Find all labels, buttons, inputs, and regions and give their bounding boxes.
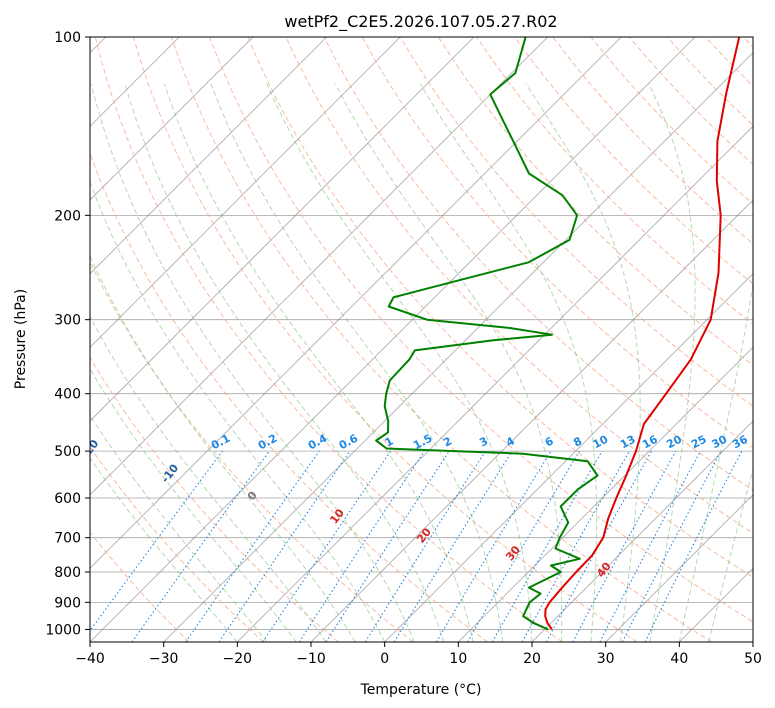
y-axis: 100 200 300 400 500 600 700 800 900 1000 [45,30,90,638]
mixing-ratio-line [325,450,450,642]
y-tick-label: 500 [54,444,81,460]
dry-adiabat-line [361,37,753,449]
mixing-ratio-label: 10 [591,432,611,451]
mixing-ratio-line [521,450,630,642]
x-axis-label: Temperature (°C) [360,682,482,698]
mixing-ratio-line [298,450,425,642]
isotherm-line [458,346,753,642]
mixing-ratio-label: 25 [689,433,709,452]
dry-adiabat-line [514,37,753,285]
mixing-ratio-line [185,450,320,642]
dry-adiabat-line [247,37,753,578]
mixing-ratio-label: 36 [730,433,750,452]
dry-adiabat-label: -20 [79,437,102,461]
moist-adiabat-line [525,83,641,642]
mixing-ratio-label: 16 [640,433,660,452]
moist-adiabat-line [163,83,474,642]
mixing-ratio-line [218,450,351,642]
dry-adiabat-line [90,356,339,642]
moist-adiabat-line [90,457,238,642]
moist-adiabat-line [419,83,598,642]
dry-adiabat-line [171,37,712,642]
y-tick-label: 1000 [45,622,81,638]
moist-adiabat-line [90,83,415,642]
isotherm-line [90,37,622,569]
mixing-ratio-line [644,450,743,642]
background-lines [90,37,753,642]
isotherm-line [237,125,753,642]
dry-adiabat-line [437,37,753,366]
moist-adiabat-line [334,83,563,642]
y-tick-label: 300 [54,313,81,329]
moist-adiabat-line [90,254,356,642]
x-tick-label: 50 [744,651,762,667]
isotherm-line [90,37,401,348]
moist-adiabat-line [124,83,445,642]
y-tick-label: 900 [54,595,81,611]
mixing-ratio-line [393,450,513,642]
y-tick-label: 400 [54,387,81,403]
chart-title: wetPf2_C2E5.2026.107.05.27.R02 [284,12,557,32]
mixing-ratio-line [131,450,270,642]
moist-adiabat-line [90,315,327,642]
x-tick-label: 30 [597,651,615,667]
dry-adiabat-line [209,37,753,623]
profile-lines [375,37,741,631]
plot-frame [89,36,754,643]
moist-adiabat-line [648,83,696,642]
moist-adiabat-line [90,414,268,642]
y-tick-label: 200 [54,208,81,224]
profile-line [375,37,599,631]
isotherm-line [531,420,753,642]
y-tick-label: 100 [54,30,81,46]
isotherm-line [384,273,753,642]
moist-adiabat-line [678,280,753,642]
dry-adiabat-line [132,37,638,642]
dry-adiabat-line [90,531,190,642]
x-tick-label: 0 [380,651,389,667]
mixing-ratio-line [545,450,653,642]
x-tick-label: −30 [149,651,179,667]
x-tick-label: 40 [670,651,688,667]
y-tick-label: 700 [54,531,81,547]
dry-adiabat-line [90,152,488,642]
x-axis: −40 −30 −20 −10 0 10 20 30 40 50 [75,642,762,667]
isotherm-line [90,37,548,496]
mixing-ratio-line [572,450,677,642]
mixing-ratio-line [262,450,392,642]
isotherm-line [163,52,753,642]
x-tick-label: 10 [449,651,467,667]
isotherm-line [90,37,475,422]
moist-adiabat-line [90,367,297,642]
moist-adiabat-line [708,467,753,642]
dry-adiabat-line [399,37,753,407]
x-tick-label: −10 [296,651,326,667]
y-tick-label: 800 [54,565,81,581]
mixing-ratio-label: 30 [710,433,730,452]
moist-adiabat-line [210,83,503,642]
y-tick-label: 600 [54,491,81,507]
dry-adiabat-line [285,37,753,535]
dry-adiabat-line [94,37,563,642]
profile-line [544,37,741,630]
isotherm-line [679,567,753,642]
x-tick-label: 20 [523,651,541,667]
dry-adiabat-line [323,37,753,491]
mixing-ratio-line [90,450,223,632]
mixing-ratio-label: 20 [664,432,684,451]
isotherm-line [310,199,753,642]
mixing-ratio-label: 13 [618,433,638,452]
x-tick-label: −40 [75,651,105,667]
dry-adiabat-line [90,260,414,642]
dry-adiabat-line [90,446,264,642]
y-axis-label: Pressure (hPa) [13,289,29,389]
x-tick-label: −20 [223,651,253,667]
